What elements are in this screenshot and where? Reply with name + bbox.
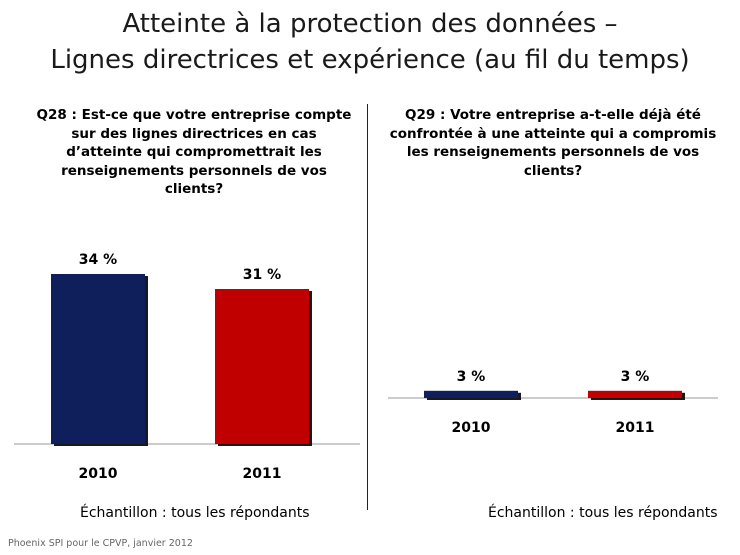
q28-value-label-2010: 34 % (79, 252, 117, 268)
q29-category-label-2011: 2011 (616, 420, 655, 436)
q29-sample-note: Échantillon : tous les répondants (488, 505, 718, 521)
chart-divider (367, 104, 368, 510)
q28-bar-2010 (51, 274, 145, 444)
q28-value-label-2011: 31 % (243, 267, 281, 283)
q29-bar-2010 (424, 390, 518, 398)
q28-category-label-2010: 2010 (79, 466, 118, 482)
slide-title-line-2: Lignes directrices et expérience (au fil… (50, 45, 690, 75)
q29-value-label-2010: 3 % (457, 369, 486, 385)
q28-question: Q28 : Est-ce que votre entreprise compte… (36, 107, 352, 197)
slide-title-line-1: Atteinte à la protection des données – (122, 9, 618, 39)
source-note: Phoenix SPI pour le CPVP, janvier 2012 (8, 538, 193, 549)
q28-sample-note: Échantillon : tous les répondants (80, 505, 310, 521)
q29-bar-2011 (588, 390, 682, 398)
q29-category-label-2010: 2010 (452, 420, 491, 436)
q29-value-label-2011: 3 % (621, 369, 650, 385)
q28-category-label-2011: 2011 (243, 466, 282, 482)
q28-bar-2011 (215, 289, 309, 444)
q29-question: Q29 : Votre entreprise a-t-elle déjà été… (389, 107, 717, 179)
slide-title: Atteinte à la protection des données – L… (0, 6, 740, 78)
